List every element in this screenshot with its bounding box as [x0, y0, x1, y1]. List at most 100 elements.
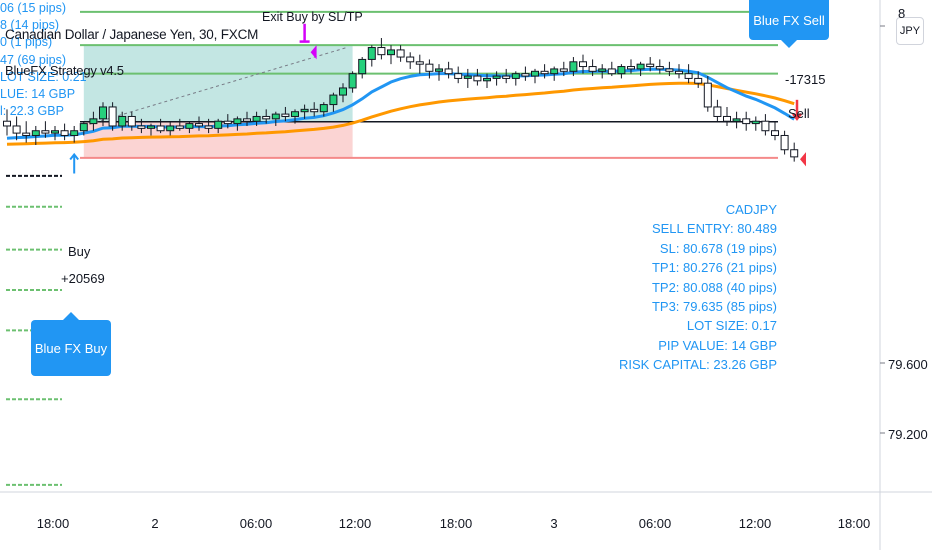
candle-down — [607, 68, 616, 75]
candle-down — [579, 61, 587, 68]
candle-down — [60, 130, 69, 136]
candle-down — [703, 82, 712, 108]
candle-up — [367, 47, 376, 60]
sell-info-line: CADJPY — [725, 202, 777, 217]
candle-up — [70, 130, 79, 136]
candle-up — [492, 75, 501, 79]
candle-up — [89, 118, 98, 125]
candle-down — [675, 70, 683, 75]
buy-trade-profit: +20569 — [61, 271, 105, 286]
candle-down — [22, 132, 31, 136]
y-axis-label: 79.200 — [888, 427, 928, 442]
candle-up — [291, 111, 299, 117]
candle-up — [51, 130, 59, 134]
x-axis-label: 06:00 — [638, 516, 672, 531]
candle-down — [406, 56, 415, 63]
sell-trade-profit: -17315 — [785, 72, 826, 87]
price-tag-sl: 80.506 — [880, 198, 932, 223]
sell-info-line: SL: 80.678 (19 pips) — [659, 240, 777, 256]
buy-signal-callout[interactable]: Blue FX Buy — [31, 312, 111, 376]
candle-down — [771, 130, 779, 136]
buy-trade-label: Buy — [68, 244, 91, 259]
candle-up — [598, 68, 607, 72]
sell-trade-label: Sell — [788, 106, 810, 121]
candle-down — [444, 68, 453, 75]
candle-down — [454, 73, 463, 79]
sell-info-line: LOT SIZE: 0.17 — [686, 318, 777, 334]
price-tag-current: 80.479 — [880, 236, 932, 261]
candle-up — [569, 61, 578, 72]
candle-down — [396, 49, 405, 58]
candle-up — [531, 70, 539, 77]
sell-triangle-icon — [800, 152, 806, 167]
bar-countdown: 15:51 — [880, 281, 932, 306]
currency-toggle-button[interactable]: JPY — [896, 17, 924, 45]
candle-up — [348, 73, 357, 89]
sell-callout-label: Blue FX Sell — [753, 12, 825, 28]
candle-up — [233, 118, 242, 125]
candle-down — [243, 118, 251, 122]
candle-up — [147, 125, 155, 129]
exit-triangle-icon — [310, 45, 317, 60]
candle-down — [41, 130, 50, 134]
candle-up — [252, 115, 261, 122]
y-axis-label: 79.600 — [888, 357, 928, 372]
sell-info-line: RISK CAPITAL: 23.26 GBP — [619, 357, 777, 373]
countdown-value: 15:51 — [889, 286, 923, 301]
candle-up — [511, 73, 520, 79]
x-axis-label: 2 — [151, 516, 159, 531]
buy-info-panel: 06 (15 pips) 8 (14 pips) 0 (1 pips) 47 (… — [0, 0, 87, 120]
candle-down — [127, 115, 136, 127]
candle-up — [166, 125, 175, 132]
callout-pointer — [781, 40, 797, 48]
y-axis-label: 8 — [898, 6, 906, 21]
sell-info-line: PIP VALUE: 14 GBP — [658, 337, 777, 353]
callout-pointer — [63, 312, 79, 320]
candle-up — [732, 118, 741, 122]
trade-zones — [83, 45, 353, 158]
price-tag-value: 80.981 — [886, 106, 926, 121]
candle-down — [655, 66, 664, 70]
slow-ema-line — [6, 81, 795, 146]
candle-up — [118, 115, 127, 127]
buy-info-line: 0 (1 pips) — [0, 35, 53, 50]
buy-info-line: l: 22.3 GBP — [0, 104, 64, 119]
candle-down — [646, 63, 655, 68]
indicator-name[interactable]: BlueFX Strategy v4.5 — [5, 63, 124, 78]
candle-up — [636, 63, 645, 70]
candle-down — [521, 73, 530, 77]
buy-info-line: 47 (69 pips) — [0, 52, 67, 67]
x-axis-label: 18:00 — [439, 516, 473, 531]
buy-info-line: LOT SIZE: 0.21 — [0, 69, 87, 84]
candle-up — [79, 123, 88, 132]
sell-signal-callout[interactable]: Blue FX Sell — [749, 0, 829, 48]
candle-up — [329, 94, 338, 106]
candle-up — [185, 123, 194, 129]
price-tag-entry: 80.658 — [880, 159, 932, 184]
candle-down — [780, 134, 789, 151]
candle-down — [12, 125, 21, 134]
price-tag-value: 80.506 — [886, 203, 926, 218]
candle-down — [137, 125, 146, 129]
candle-up — [387, 49, 395, 56]
candle-down — [3, 120, 11, 127]
candle-down — [713, 106, 722, 117]
candle-down — [723, 115, 731, 122]
candle-down — [425, 63, 434, 72]
candle-up — [300, 108, 309, 113]
candle-down — [195, 123, 203, 127]
sell-info-line: TP2: 80.088 (40 pips) — [651, 279, 777, 295]
candle-down — [473, 75, 482, 82]
candle-down — [761, 120, 770, 132]
candle-down — [790, 149, 799, 158]
candle-down — [588, 66, 597, 72]
signal-label: Exit Buy by SL/TP — [262, 10, 363, 24]
candle-up — [319, 104, 328, 113]
candle-down — [204, 125, 213, 129]
candle-up — [31, 130, 40, 136]
candle-down — [108, 106, 117, 127]
candle-down — [559, 68, 568, 72]
symbol-title: Canadian Dollar / Japanese Yen, 30, FXCM — [5, 27, 259, 42]
candle-up — [550, 68, 559, 75]
